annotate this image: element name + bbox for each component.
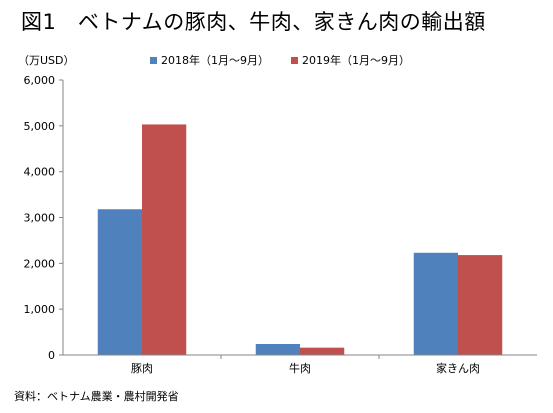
bar (97, 209, 142, 355)
legend-swatch-2018 (150, 56, 157, 64)
chart-title: 図1 ベトナムの豚肉、牛肉、家きん肉の輸出額 (21, 10, 486, 34)
x-tick-label: 牛肉 (289, 361, 311, 375)
y-tick-label: 1,000 (24, 303, 56, 316)
legend: 2018年（1月～9月） 2019年（1月～9月） (150, 52, 410, 68)
x-tick-label: 家きん肉 (436, 361, 480, 375)
legend-swatch-2019 (291, 56, 298, 64)
y-tick-label: 0 (48, 349, 55, 362)
y-tick-label: 4,000 (24, 166, 56, 179)
bar (142, 124, 187, 355)
x-tick-label: 豚肉 (131, 362, 153, 375)
bar (413, 252, 458, 355)
y-tick-label: 3,000 (24, 212, 56, 225)
bar (458, 255, 503, 355)
y-tick-label: 5,000 (24, 120, 56, 133)
legend-label-2018: 2018年（1月～9月） (161, 54, 269, 67)
y-axis-unit: （万USD） (18, 54, 75, 67)
bar (255, 344, 300, 355)
bar (300, 347, 345, 355)
source-note: 資料：ベトナム農業・農村開発省 (14, 390, 179, 403)
y-tick-label: 2,000 (24, 257, 56, 270)
legend-item-2019: 2019年（1月～9月） (291, 52, 410, 68)
y-tick-label: 6,000 (24, 74, 56, 87)
legend-item-2018: 2018年（1月～9月） (150, 52, 269, 68)
legend-label-2019: 2019年（1月～9月） (302, 54, 410, 67)
